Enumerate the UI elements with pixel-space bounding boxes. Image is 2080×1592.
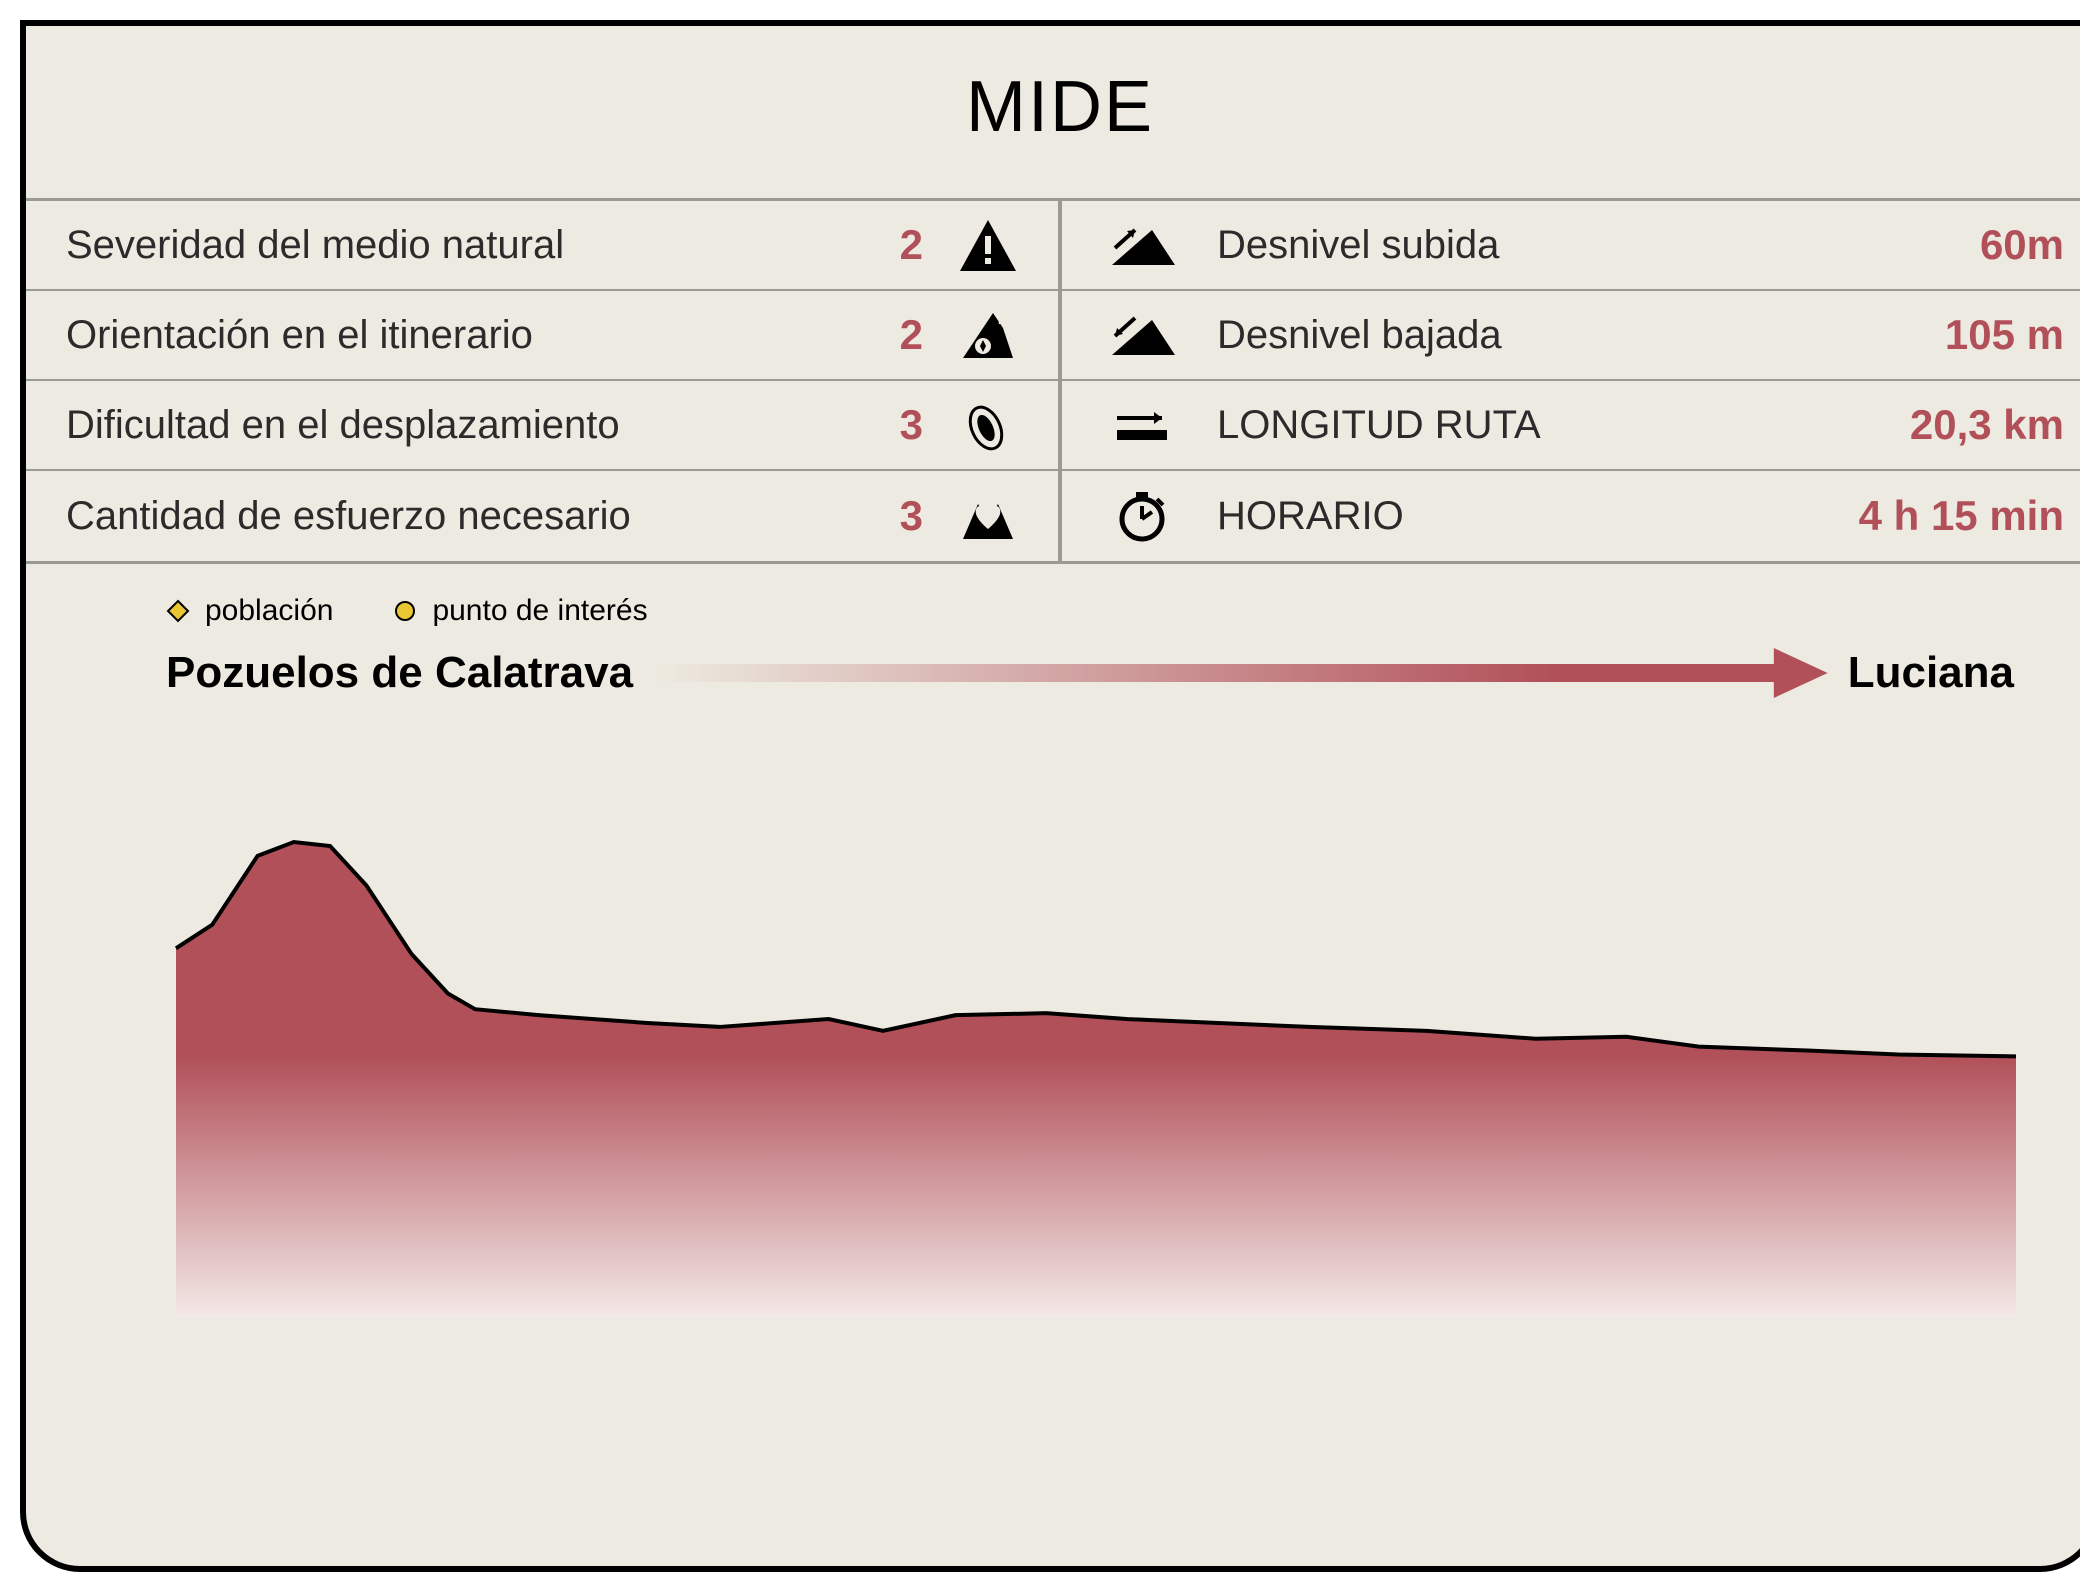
metric-label: Orientación en el itinerario (66, 313, 853, 358)
metrics-table: Severidad del medio natural 2 Orientació… (26, 198, 2080, 564)
mide-card: MIDE Severidad del medio natural 2 Orien… (20, 20, 2080, 1572)
metric-row: Desnivel subida 60m (1062, 201, 2080, 291)
route-end-label: Luciana (1848, 648, 2014, 698)
metric-value: 60m (1844, 221, 2064, 269)
footprint-icon (948, 395, 1028, 455)
metric-row: Orientación en el itinerario 2 N (26, 291, 1058, 381)
metrics-left-column: Severidad del medio natural 2 Orientació… (26, 201, 1062, 561)
elevation-chart (66, 708, 2056, 1388)
route-start-label: Pozuelos de Calatrava (166, 648, 633, 698)
metric-label: Severidad del medio natural (66, 223, 853, 268)
metric-value: 105 m (1844, 311, 2064, 359)
chart-area: población punto de interés Pozuelos de C… (26, 564, 2080, 1408)
heart-icon (948, 486, 1028, 546)
svg-text:N: N (998, 313, 1007, 327)
metric-row: Dificultad en el desplazamiento 3 (26, 381, 1058, 471)
metric-label: Desnivel subida (1217, 223, 1844, 268)
metric-row: LONGITUD RUTA 20,3 km (1062, 381, 2080, 471)
clock-icon (1102, 486, 1182, 546)
direction-arrow (653, 648, 1828, 698)
metric-row: Cantidad de esfuerzo necesario 3 (26, 471, 1058, 561)
metric-label: Cantidad de esfuerzo necesario (66, 494, 853, 539)
metric-value: 3 (853, 401, 923, 449)
length-icon (1102, 395, 1182, 455)
legend-poi: punto de interés (393, 594, 647, 628)
metric-value: 2 (853, 221, 923, 269)
metric-value: 20,3 km (1844, 401, 2064, 449)
legend-label: punto de interés (432, 594, 647, 628)
metric-value: 4 h 15 min (1844, 492, 2064, 540)
metric-row: Severidad del medio natural 2 (26, 201, 1058, 291)
metric-value: 2 (853, 311, 923, 359)
card-title: MIDE (26, 26, 2080, 198)
metric-label: LONGITUD RUTA (1217, 403, 1844, 448)
metric-value: 3 (853, 492, 923, 540)
legend-label: población (205, 594, 333, 628)
route-header: Pozuelos de Calatrava Luciana (166, 648, 2014, 698)
metrics-right-column: Desnivel subida 60m Desnivel bajada 105 … (1062, 201, 2080, 561)
metric-row: HORARIO 4 h 15 min (1062, 471, 2080, 561)
metric-label: Desnivel bajada (1217, 313, 1844, 358)
descent-icon (1102, 305, 1182, 365)
metric-label: HORARIO (1217, 494, 1844, 539)
compass-icon: N (948, 305, 1028, 365)
chart-legend: población punto de interés (166, 594, 2054, 628)
legend-poblacion: población (166, 594, 333, 628)
warning-icon (948, 215, 1028, 275)
ascent-icon (1102, 215, 1182, 275)
metric-label: Dificultad en el desplazamiento (66, 403, 853, 448)
metric-row: Desnivel bajada 105 m (1062, 291, 2080, 381)
